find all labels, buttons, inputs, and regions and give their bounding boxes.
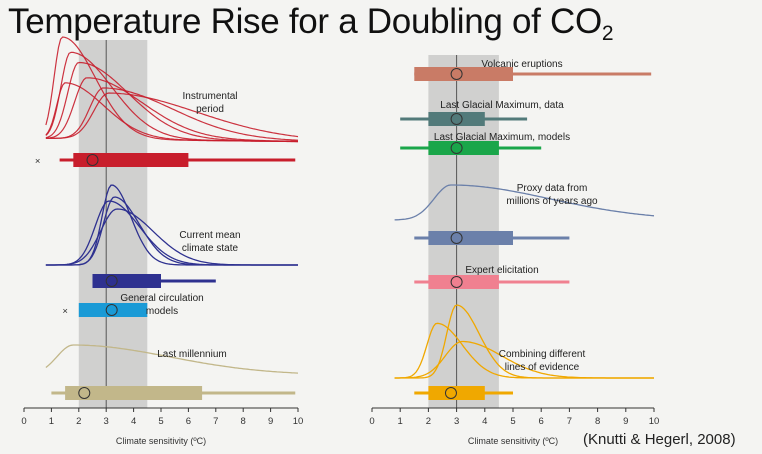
row-label-line: Last millennium — [157, 349, 226, 360]
row-label-line: Last Glacial Maximum, data — [440, 100, 564, 111]
range-box — [78, 303, 148, 317]
row-volcanic-eruptions: Volcanic eruptions — [414, 59, 652, 81]
row-last-glacial-maximum-models: Last Glacial Maximum, models — [400, 132, 570, 155]
row-label: Expert elicitation — [465, 265, 538, 276]
x-tick-label: 1 — [49, 416, 54, 427]
range-box — [428, 275, 499, 289]
density-curve — [394, 340, 654, 379]
row-label: Instrumental period — [182, 91, 237, 115]
x-tick-label: 5 — [510, 416, 515, 427]
x-tick-label: 7 — [567, 416, 572, 427]
x-tick-label: 3 — [104, 416, 109, 427]
row-label: Volcanic eruptions — [481, 59, 562, 70]
row-label-line: Volcanic eruptions — [481, 59, 562, 70]
median-marker — [450, 113, 463, 125]
row-proxy-data-from-millions-of-years-ago: Proxy data from millions of years ago — [394, 183, 655, 245]
median-marker — [450, 142, 463, 154]
range-box — [65, 386, 203, 400]
density-curve — [394, 184, 655, 221]
median-marker — [86, 154, 99, 166]
row-last-glacial-maximum-data: Last Glacial Maximum, data — [400, 100, 564, 126]
row-label-line: lines of evidence — [505, 362, 580, 373]
x-tick-label: 0 — [369, 416, 374, 427]
x-tick-label: 0 — [21, 416, 26, 427]
row-label-line: Combining different — [499, 349, 586, 360]
median-marker — [450, 276, 463, 288]
x-tick-label: 9 — [623, 416, 628, 427]
x-tick-label: 4 — [131, 416, 136, 427]
chart-title: Temperature Rise for a Doubling of CO2 — [8, 2, 614, 45]
panel-right: 0 1 2 3 4 5 6 7 8 9 10 Climate sensitivity (ºC) Volc… — [369, 55, 659, 446]
x-tick-label: 4 — [482, 416, 487, 427]
row-general-circulation-models: × General circulation models — [62, 293, 204, 317]
row-label-line: Expert elicitation — [465, 265, 538, 276]
density-curve — [45, 82, 298, 143]
row-label: Current mean climate state — [179, 230, 240, 254]
x-tick-label: 8 — [595, 416, 600, 427]
row-label-line: climate state — [182, 243, 239, 254]
panel-left: 0 1 2 3 4 5 6 7 8 9 10 Climate sensitivity (ºC) × Ins… — [21, 36, 304, 446]
x-tick-label: 2 — [426, 416, 431, 427]
row-last-millennium: Last millennium — [45, 344, 299, 400]
row-label: General circulation models — [120, 293, 203, 317]
x-tick-label: 7 — [213, 416, 218, 427]
range-box — [73, 153, 189, 167]
row-expert-elicitation: Expert elicitation — [414, 265, 570, 289]
outlier-mark: × — [62, 306, 68, 317]
range-box — [428, 112, 485, 126]
density-curve — [45, 92, 299, 139]
x-tick-label: 1 — [398, 416, 403, 427]
median-marker — [78, 387, 91, 399]
x-tick-label: 10 — [293, 416, 304, 427]
range-box — [414, 67, 513, 81]
row-label: Proxy data from millions of years ago — [506, 183, 598, 207]
x-axis-label: Climate sensitivity (ºC) — [116, 436, 206, 446]
median-marker — [444, 387, 457, 399]
row-label-line: period — [196, 104, 224, 115]
x-tick-label: 8 — [241, 416, 246, 427]
row-label-line: millions of years ago — [506, 196, 598, 207]
x-tick-label: 9 — [268, 416, 273, 427]
x-tick-label: 5 — [158, 416, 163, 427]
density-curve — [45, 77, 299, 142]
row-label-line: Instrumental — [182, 91, 237, 102]
row-label-line: General circulation — [120, 293, 203, 304]
row-label: Combining different lines of evidence — [499, 349, 586, 373]
median-marker — [450, 232, 463, 244]
row-label: Last Glacial Maximum, data — [440, 100, 564, 111]
range-box — [92, 274, 161, 288]
row-label-line: Proxy data from — [517, 183, 588, 194]
density-curve — [45, 208, 298, 266]
x-tick-label: 2 — [76, 416, 81, 427]
row-label-line: Last Glacial Maximum, models — [434, 132, 570, 143]
row-combining-different-lines-of-evidence: Combining different lines of evidence — [394, 304, 654, 400]
row-label-line: Current mean — [179, 230, 240, 241]
x-tick-label: 6 — [539, 416, 544, 427]
range-box — [428, 231, 513, 245]
x-tick-label: 10 — [649, 416, 660, 427]
row-label: Last millennium — [157, 349, 226, 360]
median-marker — [105, 275, 118, 287]
row-label-line: models — [146, 306, 178, 317]
range-box — [428, 141, 499, 155]
median-marker — [450, 68, 463, 80]
median-marker — [105, 304, 118, 316]
citation: (Knutti & Hegerl, 2008) — [583, 431, 736, 448]
x-axis-label: Climate sensitivity (ºC) — [468, 436, 558, 446]
likely-range-band — [78, 40, 148, 408]
row-instrumental-period: × Instrumental period — [35, 36, 299, 167]
x-tick-label: 6 — [186, 416, 191, 427]
outlier-mark: × — [35, 156, 41, 167]
density-curve — [45, 87, 299, 141]
row-current-mean-climate-state: Current mean climate state — [45, 184, 298, 288]
density-curve — [45, 344, 299, 374]
x-tick-label: 3 — [454, 416, 459, 427]
row-label: Last Glacial Maximum, models — [434, 132, 570, 143]
